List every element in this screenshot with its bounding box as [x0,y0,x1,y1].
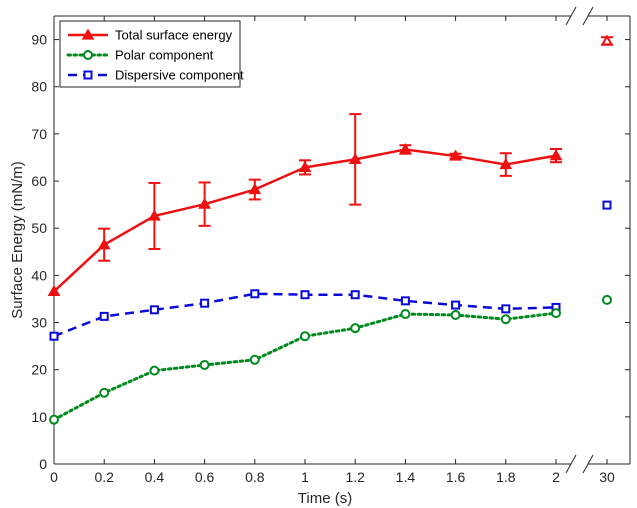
y-tick-label: 20 [31,362,47,378]
series-layer [47,34,614,425]
data-point [399,142,412,155]
data-point [49,331,59,341]
x-tick-label: 0.6 [195,469,215,485]
data-point [350,290,360,300]
data-point [99,311,109,321]
axis-break-mark [582,6,594,26]
data-point [400,296,410,306]
data-point [300,331,310,342]
data-point [97,238,111,250]
data-point [149,305,159,315]
data-point [551,308,561,319]
y-tick-label: 80 [31,79,47,95]
data-point [451,300,461,310]
break-data-point [602,200,612,210]
y-tick-label: 10 [31,409,47,425]
y-tick-label: 60 [31,173,47,189]
legend-label: Dispersive component [115,68,244,83]
legend: Total surface energy Polar component Dispe… [59,20,244,88]
x-tick-label: 1.8 [496,469,516,485]
x-tick-label: 0.4 [145,469,165,485]
x-axis: 0 0.2 0.4 0.6 0.8 1 1.2 1.4 1.6 1.8 2 30 [50,16,615,485]
legend-marker [81,28,95,40]
data-point [149,365,160,376]
data-point [99,387,110,398]
axis-break-mark [565,454,577,474]
y-axis-label: Surface Energy (mN/m) [9,161,26,319]
x-tick-label: 1.6 [446,469,466,485]
data-point [248,183,262,195]
break-data-point [600,34,614,46]
data-point [348,152,362,164]
series-line [53,292,557,338]
y-tick-label: 90 [31,32,47,48]
axis-break-mark [582,454,594,474]
plot-frame [53,6,631,474]
data-point [499,158,513,170]
legend-label: Total surface energy [115,28,233,43]
data-point [199,359,210,370]
legend-marker [83,50,93,60]
x-tick-label: 1 [301,469,309,485]
y-axis: 0 10 20 30 40 50 60 70 80 90 [31,32,630,472]
series-polar-component [49,294,612,425]
legend-marker [83,70,93,80]
x-tick-label: 2 [552,469,560,485]
data-point [450,309,461,320]
y-tick-label: 50 [31,220,47,236]
data-point [200,298,210,308]
legend-label: Polar component [115,48,214,63]
data-point [500,314,511,325]
break-data-point [602,294,612,305]
data-point [250,289,260,299]
x-tick-label: 0.2 [94,469,114,485]
data-point [49,414,59,425]
data-point [300,290,310,300]
series-total-surface-energy [47,34,614,297]
x-tick-label: 30 [599,469,615,485]
y-tick-label: 70 [31,126,47,142]
x-tick-label: 0 [50,469,58,485]
x-tick-label: 1.2 [345,469,365,485]
data-point [501,304,511,314]
data-point [350,323,361,334]
data-point [400,309,411,320]
y-tick-label: 0 [39,456,47,472]
data-point [298,160,312,173]
series-line [52,311,558,422]
x-axis-label: Time (s) [298,490,352,507]
y-tick-label: 40 [31,267,47,283]
y-tick-label: 30 [31,315,47,331]
data-point [47,284,61,297]
x-tick-label: 0.8 [245,469,265,485]
data-point [198,197,211,209]
data-point [549,149,563,161]
data-point [148,209,161,221]
axis-break-mark [565,6,577,26]
series-dispersive-component [49,200,612,341]
data-point [449,149,462,161]
x-tick-label: 1.4 [396,469,416,485]
data-point [249,354,260,365]
